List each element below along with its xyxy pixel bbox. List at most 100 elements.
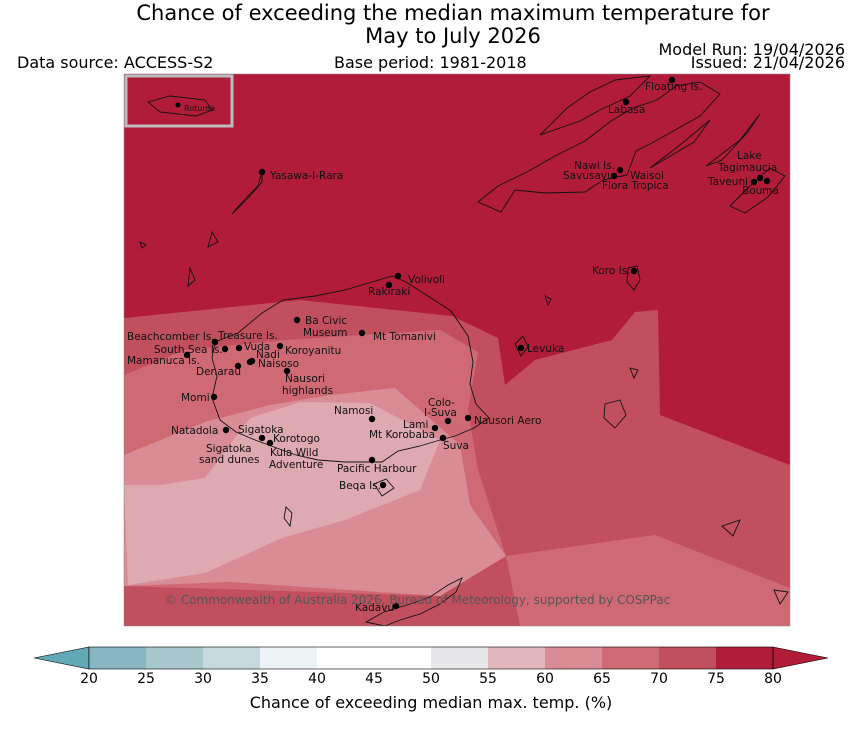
place-label: Pacific Harbour: [337, 463, 417, 475]
colorbar-low-arrow: [33, 646, 90, 670]
place-marker: [234, 362, 242, 370]
title-line-1: Chance of exceeding the median maximum t…: [136, 1, 770, 25]
colorbar-segment: [374, 647, 431, 669]
place-label: Nausori: [285, 373, 325, 385]
colorbar-segment: [716, 647, 773, 669]
place-label: Koroyanitu: [285, 345, 341, 357]
place-label: Momi: [181, 392, 210, 404]
colorbar-segment: [89, 647, 146, 669]
kadavu-coastline: [364, 577, 463, 626]
place-marker: [221, 345, 229, 353]
place-label: Flora Tropica: [602, 180, 669, 192]
place-label: Beqa Is.: [339, 480, 381, 492]
colorbar-segment: [488, 647, 545, 669]
place-label: Taveuni: [707, 176, 748, 188]
colorbar-tick-label: 20: [80, 671, 98, 687]
place-label: Mt Korobaba: [369, 429, 435, 441]
place-marker: [293, 316, 301, 324]
place-label: Labasa: [608, 104, 645, 116]
place-label: I-Suva: [424, 407, 457, 419]
place-marker: [266, 439, 274, 447]
title-line-2: May to July 2026: [365, 24, 541, 48]
place-label: Suva: [443, 440, 469, 452]
colorbar-segment: [659, 647, 716, 669]
place-label: Vuda: [244, 341, 270, 353]
place-label: Treasure Is.: [217, 330, 278, 342]
koro-island: [626, 265, 641, 291]
place-label: Beachcomber Is.: [127, 331, 215, 343]
place-label: Kadavu: [355, 602, 394, 614]
yasawa-islands: [139, 171, 263, 288]
place-marker: [368, 456, 376, 464]
place-label: Floating Is.: [645, 81, 702, 93]
colorbar-segment: [260, 647, 317, 669]
place-marker: [668, 76, 676, 84]
colorbar-segment: [317, 647, 374, 669]
place-marker: [258, 168, 266, 176]
beqa-island: [283, 478, 395, 528]
colorbar-tick-label: 75: [707, 671, 725, 687]
place-marker: [517, 344, 525, 352]
place-label: Nausori Aero: [474, 415, 541, 427]
vanua-levu-coastline: [477, 81, 721, 213]
place-label: Savusavu: [563, 170, 614, 182]
place-marker: [246, 358, 254, 366]
place-marker: [358, 329, 366, 337]
lau-islands: [544, 295, 789, 605]
inset-label: Rotuma: [184, 104, 215, 113]
place-label: Adventure: [269, 459, 323, 471]
place-label: Natadola: [171, 425, 218, 437]
place-label: sand dunes: [199, 454, 259, 466]
place-marker: [392, 602, 400, 610]
place-label: South Sea Is.: [154, 344, 223, 356]
colorbar-tick-label: 65: [593, 671, 611, 687]
place-marker: [431, 424, 439, 432]
place-label: Nawi Is.: [574, 160, 615, 172]
place-label: Koro Is.: [592, 265, 631, 277]
place-label: Sigatoka: [206, 443, 252, 455]
place-marker: [210, 393, 218, 401]
place-label: Levuka: [527, 343, 564, 355]
place-marker: [222, 426, 230, 434]
place-marker: [464, 414, 472, 422]
place-marker: [211, 338, 219, 346]
issued-label: Issued: 21/04/2026: [690, 53, 845, 72]
place-label: Nadi: [256, 349, 280, 361]
colorbar-segment: [431, 647, 488, 669]
rotuma-inset: Rotuma: [124, 74, 234, 128]
colorbar: [33, 646, 829, 670]
place-marker: [394, 272, 402, 280]
place-label: Mamanuca Is.: [127, 355, 200, 367]
colorbar-tick-label: 70: [650, 671, 668, 687]
colorbar-segment: [146, 647, 203, 669]
place-marker: [750, 178, 758, 186]
colorbar-segment: [203, 647, 260, 669]
map-frame: [123, 73, 791, 627]
place-label: Tagimaucia: [717, 162, 777, 174]
place-label: Colo-: [428, 397, 455, 409]
place-marker: [756, 174, 764, 182]
colorbar-segment: [545, 647, 602, 669]
place-marker: [368, 415, 376, 423]
place-label: highlands: [282, 385, 333, 397]
place-label: Yasawa-I-Rara: [269, 170, 343, 182]
colorbar-tick-label: 60: [536, 671, 554, 687]
place-label: Bouma: [742, 185, 779, 197]
colorbar-tick-label: 45: [365, 671, 383, 687]
eastern-islands: [649, 113, 761, 169]
place-marker: [283, 367, 291, 375]
place-label: Ba Civic: [305, 315, 347, 327]
colorbar-segment: [602, 647, 659, 669]
place-marker: [276, 342, 284, 350]
colorbar-high-arrow: [772, 646, 829, 670]
colorbar-title: Chance of exceeding median max. temp. (%…: [249, 693, 613, 712]
place-marker: [763, 177, 771, 185]
place-label: Volivoli: [408, 274, 445, 286]
place-marker: [444, 417, 452, 425]
place-label: Namosi: [334, 405, 373, 417]
model-run-label: Model Run: 19/04/2026: [658, 40, 846, 59]
place-label: Lake: [737, 150, 761, 162]
place-label: Mt Tomanivi: [373, 331, 436, 343]
place-label: Naisoso: [258, 358, 299, 370]
